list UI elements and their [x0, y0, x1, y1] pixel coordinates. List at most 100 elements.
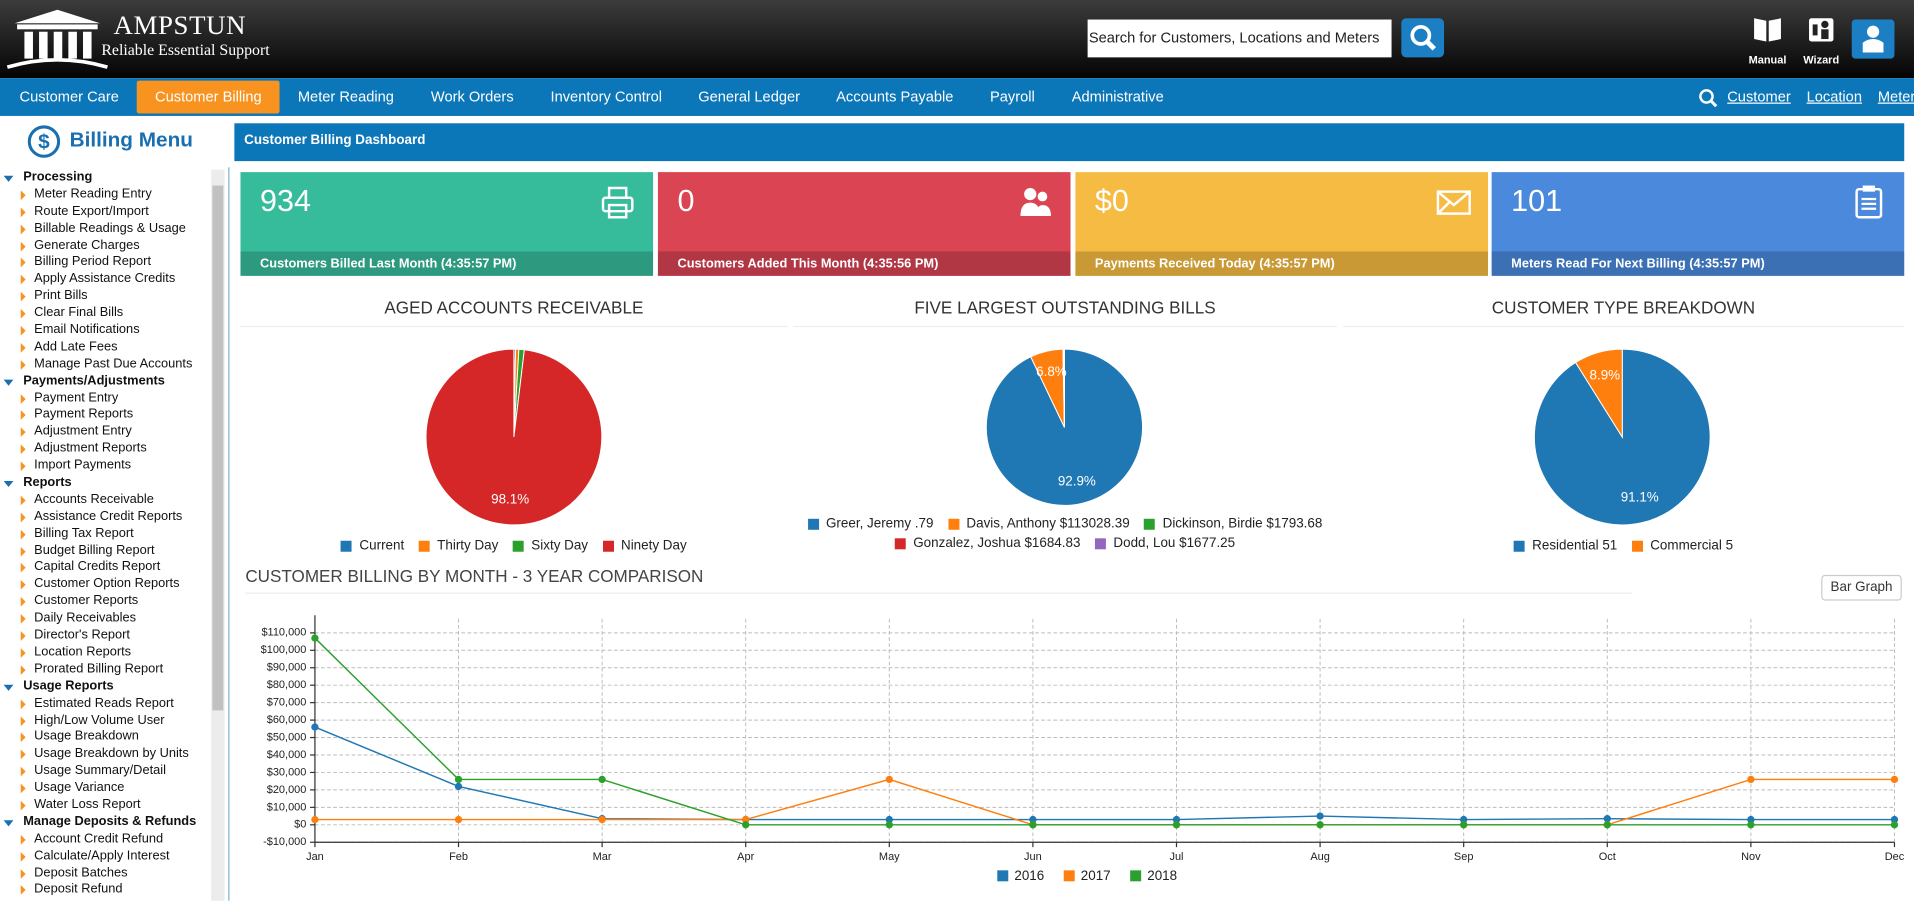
- quick-search-link[interactable]: Customer: [1727, 87, 1791, 105]
- menu-item[interactable]: Deposit Batches: [0, 865, 210, 882]
- legend-label: Dickinson, Birdie $1793.68: [1162, 516, 1323, 531]
- pie-chart: FIVE LARGEST OUTSTANDING BILLS 92.9% 6.8% G…: [793, 293, 1337, 562]
- menu-item[interactable]: Generate Charges: [0, 237, 210, 254]
- menu-item[interactable]: Usage Breakdown: [0, 729, 210, 746]
- item-triangle: [20, 342, 26, 353]
- icon-shape: [1036, 205, 1051, 217]
- pie-slice: [1574, 348, 1623, 439]
- expand-triangle: [3, 820, 14, 827]
- menu-item-label: Payment Entry: [34, 390, 119, 405]
- menu-item[interactable]: Billable Readings & Usage: [0, 221, 210, 238]
- menu-item[interactable]: Capital Credits Report: [0, 560, 210, 577]
- menu-item[interactable]: Manage Past Due Accounts: [0, 356, 210, 373]
- menu-item[interactable]: Location Reports: [0, 644, 210, 661]
- menu-section[interactable]: Usage Reports: [0, 678, 210, 695]
- pie-chart: CUSTOMER TYPE BREAKDOWN 91.1% 8.9% Resident…: [1342, 293, 1905, 562]
- quick-search-link[interactable]: Location: [1806, 87, 1862, 105]
- menu-section[interactable]: Reports: [0, 475, 210, 492]
- data-point: [1890, 821, 1899, 829]
- tile-value: 934: [260, 184, 311, 219]
- nav-item[interactable]: Meter Reading: [297, 87, 394, 105]
- menu-item[interactable]: Director's Report: [0, 627, 210, 644]
- bar-graph-button[interactable]: Bar Graph: [1821, 574, 1902, 601]
- menu-item-label: Billable Readings & Usage: [34, 220, 186, 236]
- menu-item[interactable]: Daily Receivables: [0, 611, 210, 628]
- nav-item[interactable]: Payroll: [989, 87, 1035, 105]
- menu-item[interactable]: Adjustment Reports: [0, 441, 210, 458]
- nav-item[interactable]: Customer Care: [19, 87, 119, 105]
- nav-item[interactable]: Accounts Payable: [836, 87, 954, 105]
- menu-item[interactable]: Print Bills: [0, 288, 210, 305]
- menu-item[interactable]: Add Late Fees: [0, 339, 210, 356]
- search-button[interactable]: [1401, 18, 1445, 58]
- scroll-thumb[interactable]: [212, 185, 224, 711]
- nav-item[interactable]: Inventory Control: [550, 87, 663, 105]
- tile-footer: Meters Read For Next Billing (4:35:57 PM…: [1491, 251, 1905, 276]
- legend-item: Gonzalez, Joshua $1684.83: [894, 535, 1080, 552]
- billing-icon: $: [27, 125, 61, 158]
- y-tick-label: $20,000: [267, 784, 307, 796]
- nav-item[interactable]: Administrative: [1071, 87, 1164, 105]
- menu-item[interactable]: Payment Reports: [0, 407, 210, 424]
- menu-item[interactable]: Water Loss Report: [0, 797, 210, 814]
- menu-item[interactable]: Email Notifications: [0, 322, 210, 339]
- data-point: [742, 815, 750, 824]
- menu-item[interactable]: Billing Period Report: [0, 254, 210, 271]
- x-tick-label: Jan: [306, 851, 324, 863]
- legend: Current Thirty Day Sixty Day Ninety Day: [240, 537, 787, 554]
- menu-section-title: Manage Deposits & Refunds: [23, 813, 197, 829]
- legend: Residential 51 Commercial 5: [1343, 537, 1905, 554]
- manual-button[interactable]: Manual: [1743, 15, 1792, 69]
- menu-item[interactable]: Usage Variance: [0, 780, 210, 797]
- pie-slice: [425, 348, 603, 526]
- legend-swatch: [602, 540, 614, 552]
- menu-item[interactable]: Adjustment Entry: [0, 424, 210, 441]
- menu-item[interactable]: Billing Tax Report: [0, 526, 210, 543]
- menu-item[interactable]: Usage Breakdown by Units: [0, 746, 210, 763]
- menu-item[interactable]: Customer Option Reports: [0, 577, 210, 594]
- nav-item[interactable]: General Ledger: [698, 87, 801, 105]
- menu-item[interactable]: Customer Reports: [0, 594, 210, 611]
- user-button[interactable]: [1851, 19, 1895, 59]
- menu-item[interactable]: Route Export/Import: [0, 204, 210, 221]
- item-triangle: [20, 563, 26, 574]
- menu-item[interactable]: High/Low Volume User: [0, 712, 210, 729]
- slice-label: 8.9%: [1590, 368, 1621, 383]
- menu-item-label: Adjustment Entry: [34, 424, 132, 439]
- menu-item[interactable]: Estimated Reads Report: [0, 695, 210, 712]
- search-input[interactable]: Search for Customers, Locations and Mete…: [1087, 19, 1392, 58]
- menu-section[interactable]: Payments/Adjustments: [0, 373, 210, 390]
- item-triangle: [20, 868, 26, 879]
- menu-item[interactable]: Assistance Credit Reports: [0, 509, 210, 526]
- legend-swatch: [1144, 518, 1156, 530]
- x-tick-label: Jun: [1024, 851, 1042, 863]
- menu-item[interactable]: Import Payments: [0, 458, 210, 475]
- menu-section[interactable]: Processing: [0, 170, 210, 187]
- menu-item-label: Daily Receivables: [34, 610, 137, 626]
- menu-item-label: Email Notifications: [34, 322, 140, 337]
- nav-item[interactable]: Customer Billing: [136, 80, 280, 114]
- menu-item[interactable]: Meter Reading Entry: [0, 187, 210, 204]
- nav-item[interactable]: Work Orders: [430, 87, 514, 105]
- item-triangle: [20, 410, 26, 421]
- quick-search-link[interactable]: Meter: [1877, 87, 1914, 105]
- menu-item[interactable]: Accounts Receivable: [0, 492, 210, 509]
- legend-label: 2016: [1014, 868, 1044, 883]
- menu-item[interactable]: Usage Summary/Detail: [0, 763, 210, 780]
- wizard-button[interactable]: Wizard: [1797, 15, 1846, 69]
- menu-item[interactable]: Apply Assistance Credits: [0, 271, 210, 288]
- menu-item-label: Calculate/Apply Interest: [34, 847, 170, 863]
- menu-item[interactable]: Prorated Billing Report: [0, 661, 210, 678]
- scrollbar[interactable]: [211, 169, 225, 901]
- menu-item[interactable]: Budget Billing Report: [0, 543, 210, 560]
- data-point: [885, 815, 893, 824]
- menu-item[interactable]: Payment Entry: [0, 390, 210, 407]
- item-triangle: [20, 207, 26, 218]
- menu-item[interactable]: Calculate/Apply Interest: [0, 848, 210, 865]
- menu-item[interactable]: Clear Final Bills: [0, 305, 210, 322]
- series-line: [314, 637, 1895, 826]
- menu-item[interactable]: Account Credit Refund: [0, 831, 210, 848]
- menu-item[interactable]: Deposit Refund: [0, 882, 210, 899]
- menu-section[interactable]: Manage Deposits & Refunds: [0, 814, 210, 831]
- x-tick-label: Sep: [1454, 851, 1474, 863]
